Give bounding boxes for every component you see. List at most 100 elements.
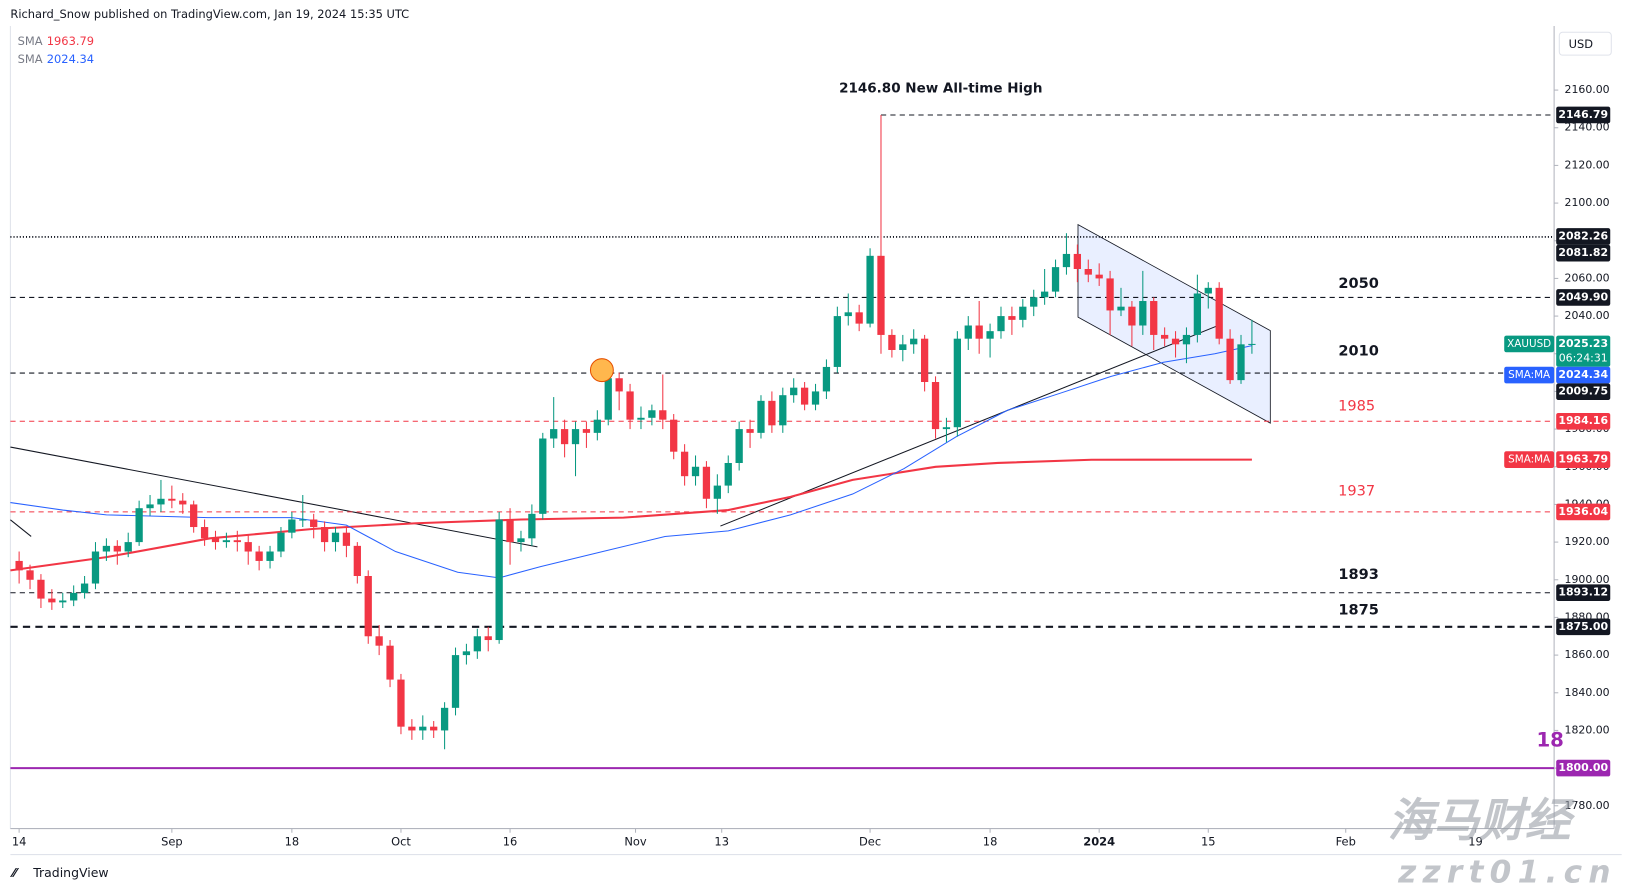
candle-body: [157, 498, 165, 505]
candle-body: [48, 598, 56, 603]
candle-body: [811, 391, 820, 405]
price-badge: [1556, 412, 1611, 430]
candle-body: [211, 538, 220, 543]
candle-body: [1084, 269, 1092, 275]
price-badge-label: 2146.79: [1558, 108, 1608, 121]
x-tick-label: 2024: [1083, 835, 1115, 849]
candle-body: [779, 395, 787, 426]
candle-body: [200, 527, 209, 539]
candle-body: [659, 410, 667, 420]
candle-body: [233, 540, 241, 543]
y-tick-label: 1840.00: [1565, 686, 1610, 699]
candle-body: [135, 508, 143, 543]
candle-body: [288, 519, 296, 533]
candle-body: [266, 551, 274, 561]
candle-body: [1062, 253, 1071, 268]
candle-body: [648, 410, 656, 418]
candle-body: [910, 338, 918, 345]
price-badge: [1556, 759, 1611, 777]
candle-body: [1150, 301, 1158, 335]
candle-body: [222, 540, 231, 543]
candle-body: [1008, 316, 1016, 320]
annotation: 18: [1536, 729, 1563, 752]
price-badge: [1556, 366, 1611, 384]
candle-body: [179, 500, 187, 505]
price-badge-label: 1984.16: [1558, 414, 1608, 427]
annotation: 2010: [1338, 342, 1379, 359]
candle-body: [26, 570, 34, 580]
candle-body: [1128, 306, 1136, 326]
candle-body: [1171, 338, 1180, 345]
series-tag: [1504, 451, 1555, 468]
candle-body: [768, 400, 776, 426]
candle-body: [1117, 306, 1125, 311]
candle-body: [80, 583, 89, 593]
candle-body: [1019, 306, 1027, 320]
candle-body: [713, 485, 721, 499]
candle-body: [102, 545, 111, 552]
currency[interactable]: USD: [1569, 37, 1594, 51]
header: Richard_Snow published on TradingView.co…: [10, 7, 409, 21]
sma-line: [10, 458, 1252, 572]
y-tick-label: 1900.00: [1565, 573, 1610, 586]
candle-body: [844, 312, 852, 317]
price-badge: [1556, 335, 1611, 367]
price-badge: [1556, 618, 1611, 636]
price-badge: [1556, 451, 1611, 468]
candle-body: [593, 419, 601, 433]
candle-body: [462, 651, 471, 656]
x-tick-label: 19: [1468, 835, 1483, 849]
candle-body: [1139, 301, 1147, 326]
x-tick-label: 18: [983, 835, 998, 849]
candle-body: [800, 387, 809, 405]
candle-body: [1161, 334, 1169, 339]
price-badges: 2146.79 2082.26 2081.82 2049.90 2025.2306:24…: [1504, 106, 1611, 777]
candle-body: [877, 255, 885, 335]
candle-body: [124, 542, 132, 552]
candle-body: [91, 551, 100, 584]
candle-body: [320, 527, 329, 543]
x-tick-label: Nov: [624, 835, 647, 849]
x-tick-label: 18: [285, 835, 300, 849]
price-badge-label: 1800.00: [1558, 761, 1608, 774]
candle-body: [255, 551, 263, 561]
annotation: 2146.80 New All-time High: [839, 80, 1042, 96]
candle-body: [146, 504, 154, 509]
candle-body: [1248, 343, 1256, 345]
annotations: 2146.80 New All-time High 2050 2010 1985 193…: [839, 80, 1564, 751]
legend-name: SMA: [18, 52, 43, 66]
candle-body: [473, 636, 481, 652]
y-tick-label: 1780.00: [1565, 799, 1610, 812]
candle-body: [277, 532, 285, 552]
price-badge: [1556, 584, 1611, 602]
candle-body: [1095, 274, 1103, 279]
currency-box[interactable]: [1558, 31, 1612, 56]
x-tick-label: Oct: [391, 835, 411, 849]
series-tag-label: XAUUSD: [1507, 338, 1551, 350]
price-badge-label: 2024.34: [1558, 368, 1608, 381]
candle-body: [375, 636, 383, 646]
price-badge-label: 2081.82: [1558, 246, 1608, 259]
candle-body: [430, 726, 438, 731]
candle-body: [986, 331, 994, 339]
candle-body: [15, 560, 23, 571]
price-badge: [1556, 244, 1611, 262]
y-tick-label: 1920.00: [1565, 535, 1610, 548]
candle-body: [560, 429, 569, 445]
x-tick-label: 14: [12, 835, 27, 849]
x-tick-label: Dec: [859, 835, 881, 849]
candle-body: [997, 316, 1005, 332]
candle-body: [408, 726, 416, 731]
candle-body: [626, 391, 634, 420]
candle-body: [964, 325, 972, 339]
legend-name: SMA: [18, 34, 43, 48]
price-badge-label: 2082.26: [1558, 229, 1608, 242]
y-tick-label: 1860.00: [1565, 648, 1610, 661]
candle-body: [353, 545, 361, 576]
candle-body: [866, 255, 874, 324]
x-tick-label: 15: [1201, 835, 1216, 849]
candle-body: [342, 532, 351, 546]
candle-body: [790, 387, 798, 396]
moving-averages: [10, 345, 1253, 579]
